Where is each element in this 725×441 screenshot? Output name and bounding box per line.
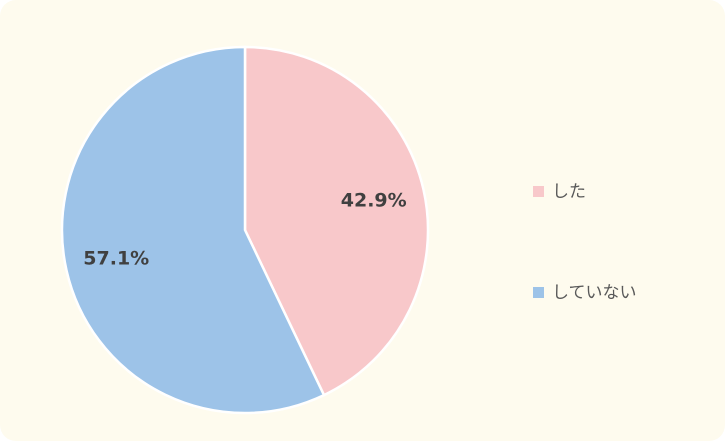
legend-swatch [533,186,544,197]
data-label: 57.1% [83,248,149,270]
legend-label: した [552,182,586,202]
data-label: 42.9% [341,189,407,211]
pie-slice [60,45,326,415]
legend-label: していない [552,283,637,303]
legend-swatch [533,287,544,298]
pie-slice [243,45,430,397]
